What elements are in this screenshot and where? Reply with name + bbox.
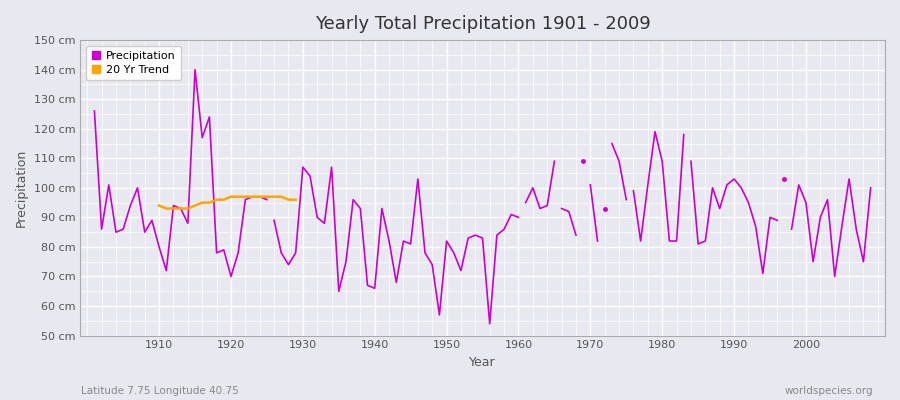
Legend: Precipitation, 20 Yr Trend: Precipitation, 20 Yr Trend bbox=[86, 46, 181, 80]
Text: worldspecies.org: worldspecies.org bbox=[785, 386, 873, 396]
X-axis label: Year: Year bbox=[469, 356, 496, 369]
Y-axis label: Precipitation: Precipitation bbox=[15, 149, 28, 227]
Title: Yearly Total Precipitation 1901 - 2009: Yearly Total Precipitation 1901 - 2009 bbox=[315, 15, 651, 33]
Text: Latitude 7.75 Longitude 40.75: Latitude 7.75 Longitude 40.75 bbox=[81, 386, 239, 396]
